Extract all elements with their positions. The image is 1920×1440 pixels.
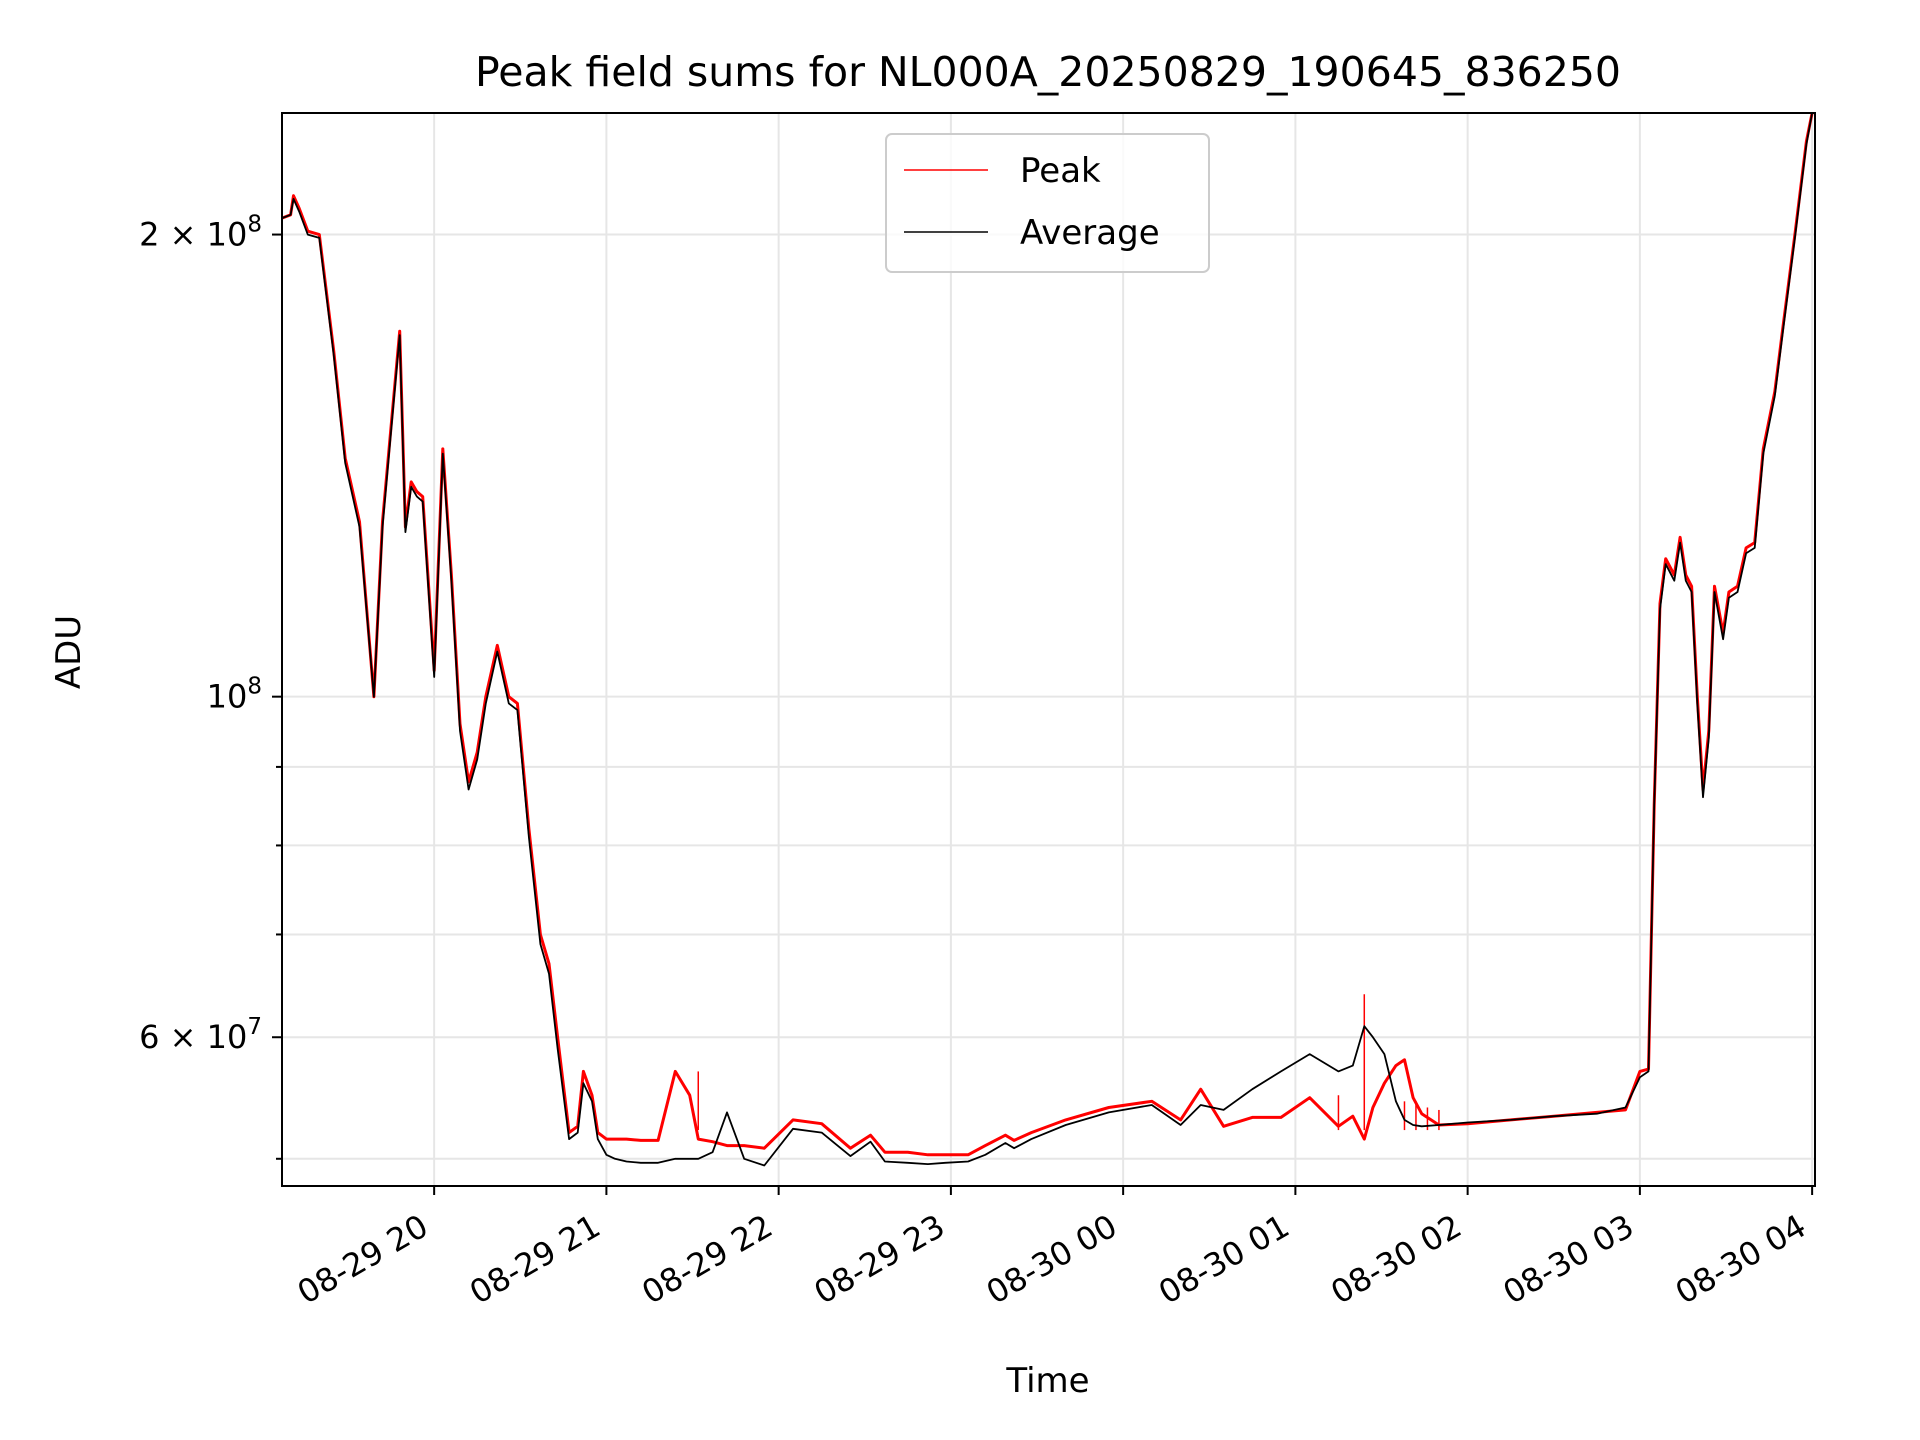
y-tick-label: 2 × 108 bbox=[139, 212, 262, 254]
grid bbox=[282, 113, 1815, 1186]
y-tick-label-exponent: 8 bbox=[247, 674, 262, 700]
chart-title: Peak field sums for NL000A_20250829_1906… bbox=[475, 48, 1621, 96]
legend-box bbox=[885, 133, 1210, 273]
x-axis-label: Time bbox=[1005, 1361, 1089, 1401]
y-tick-label-exponent: 8 bbox=[247, 212, 262, 238]
y-axis-label: ADU bbox=[49, 615, 89, 689]
legend: Peak Average bbox=[885, 133, 1210, 273]
y-tick-label-exponent: 7 bbox=[247, 1014, 262, 1040]
series-line-average bbox=[281, 112, 1813, 1167]
legend-label-peak: Peak bbox=[1020, 151, 1101, 191]
legend-label-average: Average bbox=[1020, 213, 1160, 253]
plot-frame bbox=[281, 112, 1816, 1187]
y-tick-label-base: 2 × 10 bbox=[139, 216, 247, 254]
y-tick-label-base: 10 bbox=[207, 678, 248, 716]
y-tick-label: 108 bbox=[207, 674, 262, 716]
series-average bbox=[281, 112, 1813, 1167]
y-tick-label: 6 × 107 bbox=[139, 1014, 262, 1056]
y-tick-label-base: 6 × 10 bbox=[139, 1018, 247, 1056]
series-layer bbox=[281, 112, 1814, 1167]
